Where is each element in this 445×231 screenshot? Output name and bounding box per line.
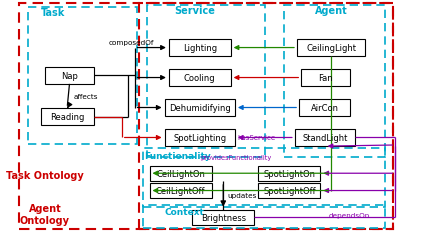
- Text: SpotLighting: SpotLighting: [173, 134, 227, 142]
- Bar: [299, 99, 350, 117]
- Text: Brightness: Brightness: [201, 213, 246, 222]
- Text: SpotLightOff: SpotLightOff: [263, 186, 316, 195]
- Bar: [165, 99, 235, 117]
- Text: CeilingLight: CeilingLight: [306, 44, 356, 53]
- Text: Lighting: Lighting: [183, 44, 217, 53]
- Text: Task Ontology: Task Ontology: [6, 170, 84, 180]
- Bar: [19, 4, 393, 229]
- Bar: [143, 205, 384, 228]
- Text: CeilLightOff: CeilLightOff: [156, 186, 205, 195]
- Text: Cooling: Cooling: [184, 74, 215, 83]
- Text: SpotLightOn: SpotLightOn: [263, 169, 316, 178]
- Text: hasService: hasService: [237, 135, 275, 141]
- Bar: [28, 8, 137, 144]
- Bar: [297, 40, 365, 57]
- Text: Context: Context: [165, 207, 204, 216]
- Text: Service: Service: [174, 6, 215, 16]
- Text: dependsOn: dependsOn: [329, 212, 370, 218]
- Bar: [150, 183, 211, 198]
- Bar: [150, 166, 211, 181]
- Bar: [45, 67, 94, 85]
- Bar: [147, 6, 265, 157]
- Bar: [169, 70, 231, 87]
- Text: affects: affects: [74, 94, 98, 100]
- Bar: [259, 183, 320, 198]
- Text: Dehumidifying: Dehumidifying: [169, 103, 231, 112]
- Bar: [284, 6, 384, 157]
- Text: Functionality: Functionality: [144, 151, 211, 160]
- Text: Agent
Ontology: Agent Ontology: [20, 204, 70, 225]
- Bar: [301, 70, 350, 87]
- Text: Task: Task: [41, 8, 66, 18]
- Text: composedOf: composedOf: [109, 40, 154, 46]
- Bar: [40, 109, 94, 126]
- Bar: [143, 149, 384, 207]
- Text: providesFunctionality: providesFunctionality: [201, 155, 272, 161]
- Bar: [295, 129, 355, 146]
- Text: Agent: Agent: [315, 6, 348, 16]
- Bar: [192, 210, 254, 225]
- Bar: [165, 129, 235, 146]
- Bar: [169, 40, 231, 57]
- Text: updates: updates: [227, 192, 257, 198]
- Text: CeilLightOn: CeilLightOn: [156, 169, 205, 178]
- Text: Reading: Reading: [50, 113, 85, 122]
- Text: AirCon: AirCon: [311, 103, 339, 112]
- Bar: [259, 166, 320, 181]
- Text: Fan: Fan: [319, 74, 333, 83]
- Text: Nap: Nap: [61, 71, 78, 80]
- Bar: [139, 4, 393, 229]
- Text: StandLight: StandLight: [302, 134, 348, 142]
